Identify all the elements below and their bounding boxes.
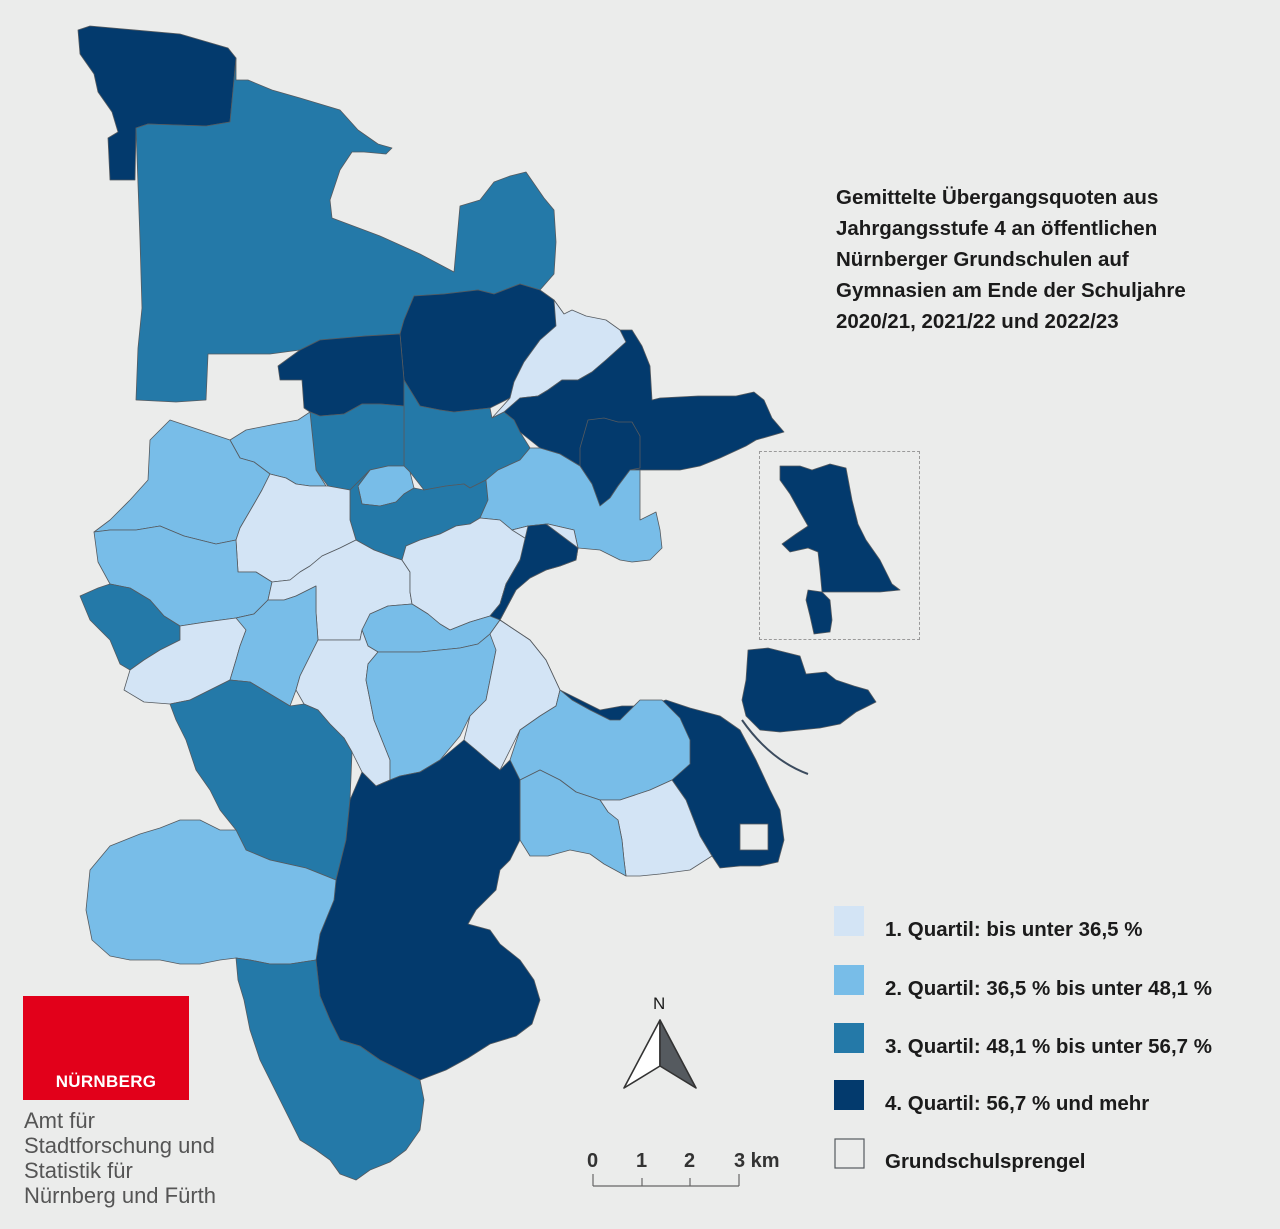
map-title: Gemittelte Übergangsquoten aus Jahrgangs… [836, 182, 1256, 337]
inset-district[interactable] [779, 463, 901, 593]
scalebar-tick-label: 1 [636, 1150, 648, 1172]
map-title-line: Jahrgangsstufe 4 an öffentlichen [836, 217, 1158, 240]
legend-item-q1: 1. Quartil: bis unter 36,5 % [834, 914, 1264, 946]
legend-label: 2. Quartil: 36,5 % bis unter 48,1 % [885, 977, 1212, 1000]
map-title-line: Nürnberger Grundschulen auf [836, 248, 1129, 271]
district-south-far-blue[interactable] [235, 957, 425, 1181]
district-center-south-mid-blue[interactable] [365, 619, 501, 781]
district-far-east-small[interactable] [741, 647, 877, 733]
scalebar-tick-label: 3 km [734, 1150, 780, 1172]
legend-item-q2: 2. Quartil: 36,5 % bis unter 48,1 % [834, 973, 1264, 1005]
scalebar-tick-label: 0 [587, 1150, 599, 1172]
scalebar [592, 1174, 740, 1187]
nuernberg-logo: NÜRNBERG [23, 996, 189, 1100]
legend-item-q3: 3. Quartil: 48,1 % bis unter 56,7 % [834, 1031, 1264, 1063]
inset-district-small[interactable] [805, 589, 833, 635]
north-label: N [653, 994, 666, 1013]
organization-line: Statistik für [24, 1158, 133, 1183]
corridor-gap [739, 823, 769, 851]
logo-text: NÜRNBERG [55, 1072, 157, 1091]
map-title-line: Gymnasien am Ende der Schuljahre [836, 279, 1186, 302]
district-east-corridor[interactable] [489, 523, 785, 869]
organization-line: Stadtforschung und [24, 1133, 215, 1158]
map-title-line: Gemittelte Übergangsquoten aus [836, 186, 1159, 209]
inset-frame [759, 451, 920, 640]
legend-swatch-q3 [834, 1023, 864, 1053]
legend-swatches [834, 906, 865, 1169]
organization-name: Amt für Stadtforschung und Statistik für… [24, 1108, 284, 1208]
legend-label: 3. Quartil: 48,1 % bis unter 56,7 % [885, 1035, 1212, 1058]
canal-line [741, 719, 809, 775]
district-south-west-light-blue[interactable] [85, 819, 337, 965]
legend-swatch-q4 [834, 1080, 864, 1110]
legend-swatch-prengel [834, 1138, 865, 1169]
legend-swatch-q1 [834, 906, 864, 936]
scalebar-tick-label: 2 [684, 1150, 696, 1172]
legend-label: 1. Quartil: bis unter 36,5 % [885, 918, 1143, 941]
north-arrow-icon [623, 1019, 697, 1089]
legend-swatch-q2 [834, 965, 864, 995]
organization-line: Nürnberg und Fürth [24, 1183, 216, 1208]
legend-item-prengel: Grundschulsprengel [834, 1146, 1264, 1178]
district-north-large[interactable] [135, 57, 557, 403]
district-south-center-light-blue[interactable] [519, 769, 627, 877]
map-title-line: 2020/21, 2021/22 und 2022/23 [836, 310, 1119, 333]
organization-line: Amt für [24, 1108, 95, 1133]
legend-label: Grundschulsprengel [885, 1150, 1086, 1173]
legend-label: 4. Quartil: 56,7 % und mehr [885, 1092, 1150, 1115]
legend-item-q4: 4. Quartil: 56,7 % und mehr [834, 1088, 1264, 1120]
